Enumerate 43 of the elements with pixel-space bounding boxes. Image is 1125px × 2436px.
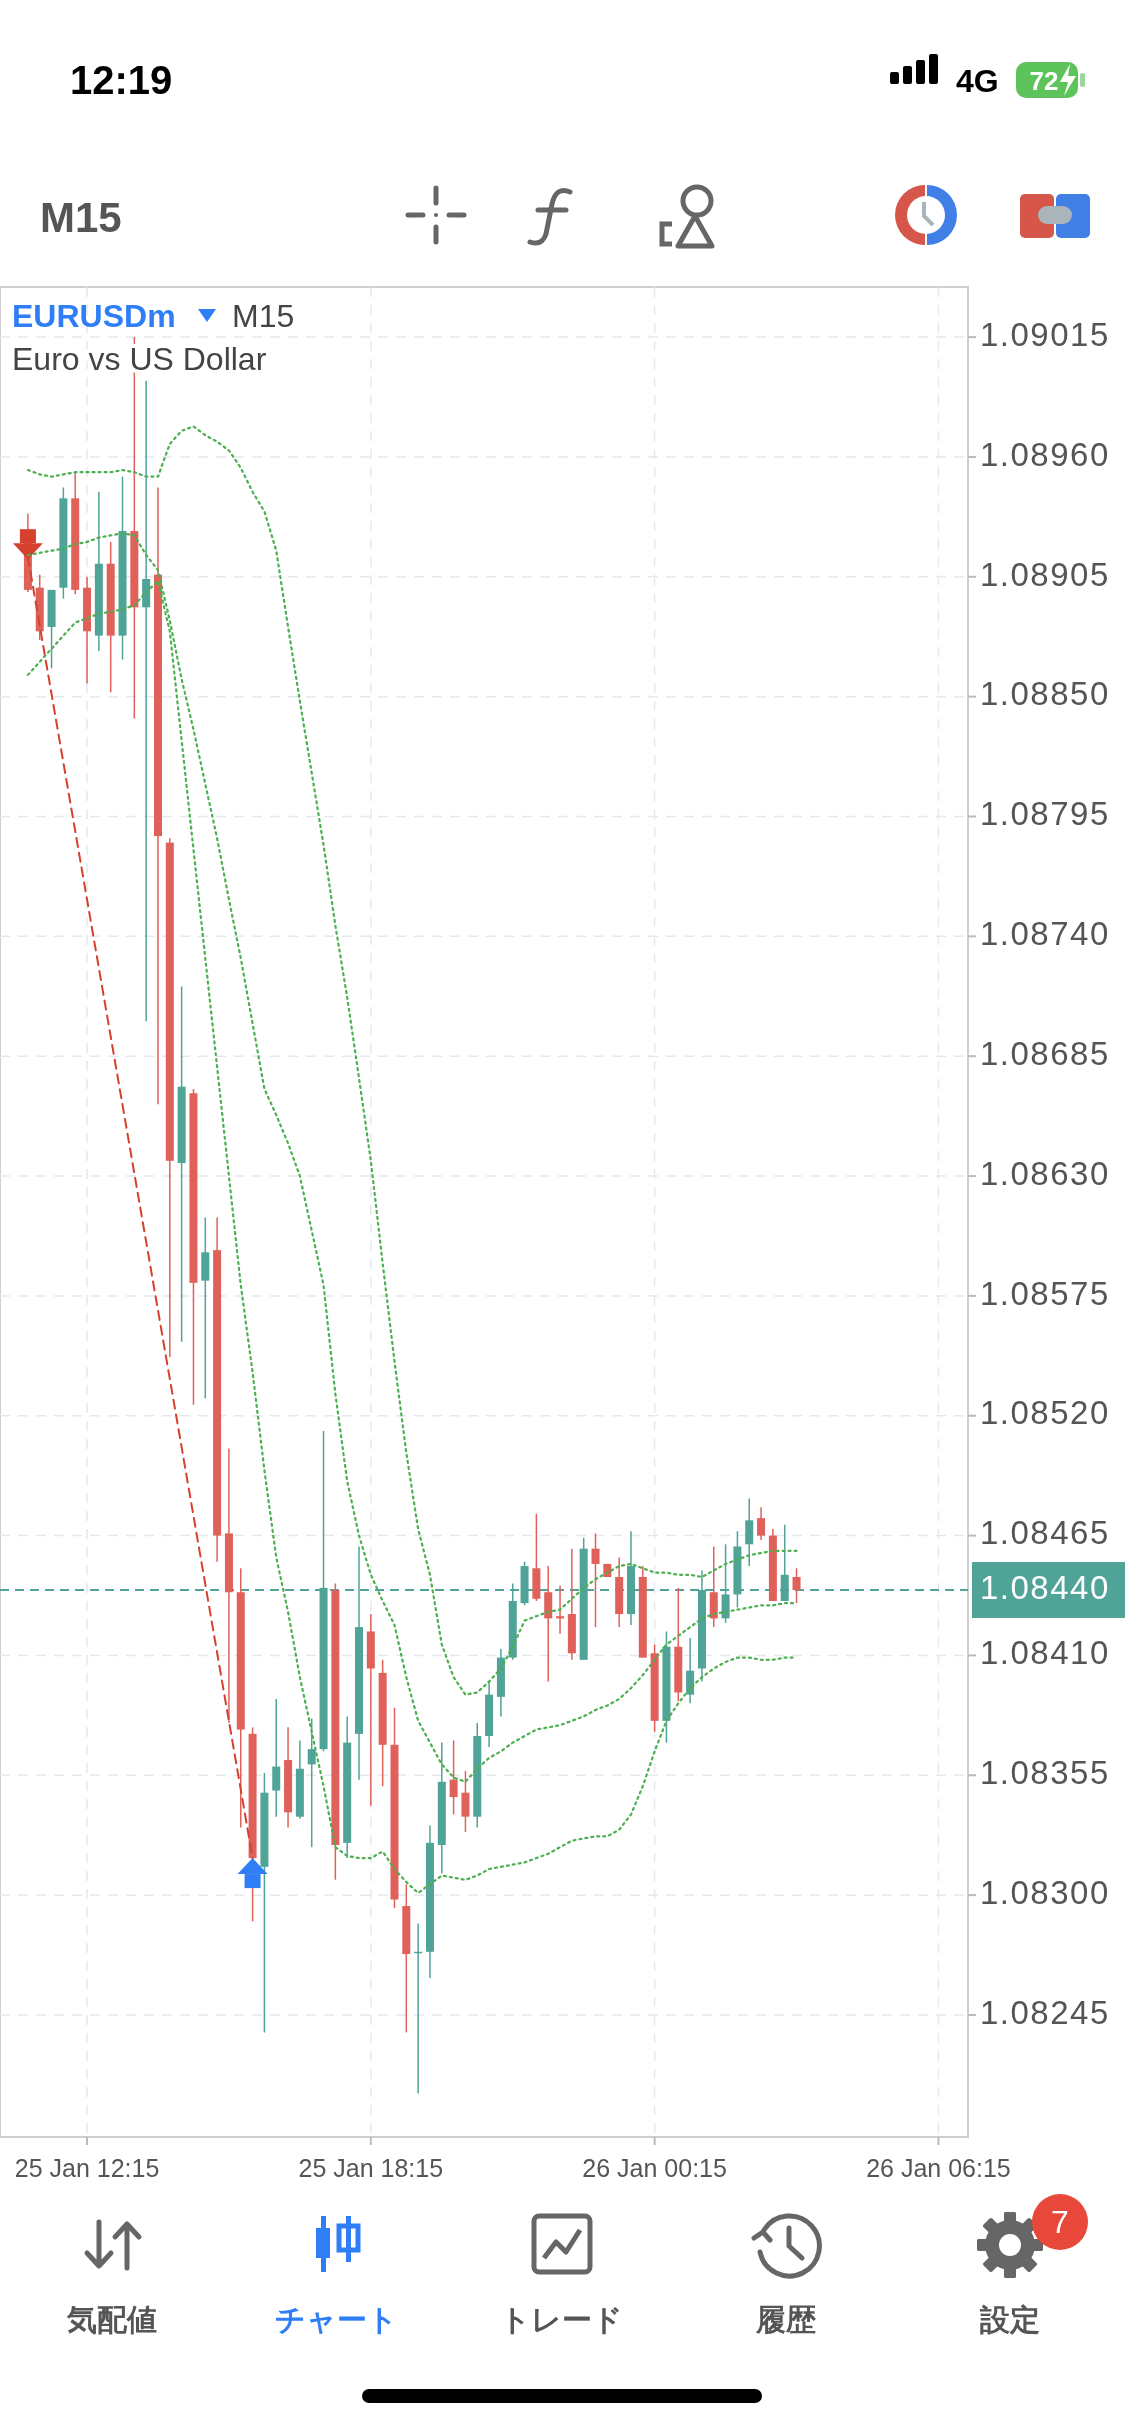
y-tick-label: 1.08410 [980,1634,1110,1672]
candlestick [449,1739,458,1816]
y-tick-label: 1.08245 [980,1993,1110,2031]
y-tick-label: 1.08520 [980,1394,1110,1432]
text: M15 [40,194,122,241]
text: チャート [274,2302,398,2337]
y-tick-label: 1.08575 [980,1274,1110,1312]
candlestick [792,1567,801,1604]
annotation: M15 [232,298,295,334]
candlestick [461,1770,470,1833]
candlestick [686,1637,695,1705]
candlestick [556,1584,565,1635]
text: トレード [499,2302,623,2337]
text: 気配値 [66,2302,157,2337]
y-tick-label: 1.08685 [980,1034,1110,1072]
y-tick-label: 1.08850 [980,675,1110,713]
candlestick [142,379,151,1023]
y-tick-label: 1.08300 [980,1873,1110,1911]
x-tick-label: 25 Jan 18:15 [298,2154,444,2182]
text: 72 [1029,66,1059,96]
x-tick-label: 25 Jan 12:15 [14,2154,160,2182]
x-tick-label: 26 Jan 06:15 [866,2154,1011,2182]
text: 4G [956,63,999,99]
text: 12:19 [70,58,173,102]
chart-title: EURUSDm [12,298,176,334]
text: 設定 [979,2302,1040,2337]
ref-line-label: 1.08440 [980,1568,1110,1606]
text: 履歴 [755,2302,816,2337]
y-tick-label: 1.09015 [980,315,1110,353]
candlestick [307,1717,316,1848]
y-tick-label: 1.08960 [980,435,1110,473]
candlestick [745,1497,754,1567]
y-tick-label: 1.08905 [980,555,1110,593]
y-tick-label: 1.08740 [980,915,1110,953]
y-tick-label: 1.08465 [980,1514,1110,1552]
y-tick-label: 1.08795 [980,795,1110,833]
candlestick [757,1506,766,1541]
text: 7 [1051,2204,1069,2240]
candlestick [591,1532,600,1628]
x-tick-label: 26 Jan 00:15 [582,2154,727,2182]
y-tick-label: 1.08630 [980,1154,1110,1192]
candlestick [272,1698,281,1818]
y-tick-label: 1.08355 [980,1754,1110,1791]
